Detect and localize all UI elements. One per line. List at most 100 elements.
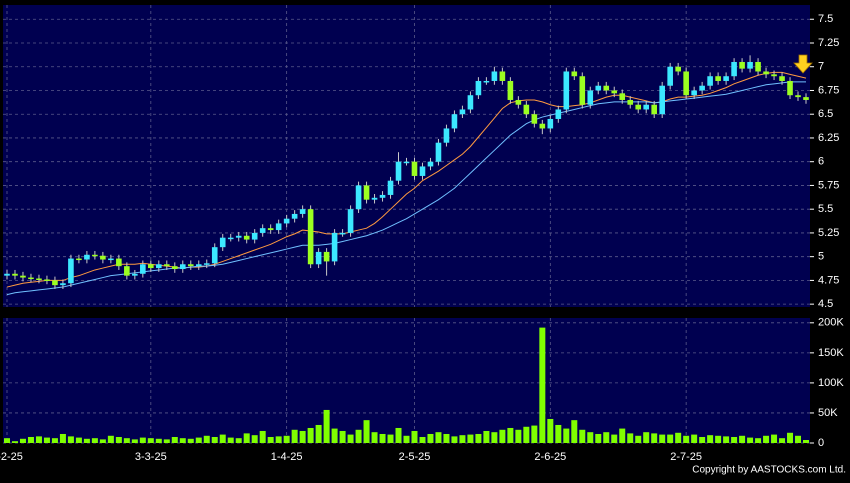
candle-body — [723, 76, 729, 81]
candle-body — [235, 235, 242, 238]
candle-body — [707, 76, 713, 86]
volume-bar — [547, 418, 554, 443]
y-tick-label: 100K — [818, 377, 844, 389]
y-tick-label: 6.75 — [818, 84, 839, 96]
volume-bar — [147, 438, 154, 443]
candle-body — [467, 95, 474, 110]
candle-body — [171, 266, 178, 270]
volume-bar — [507, 427, 514, 443]
x-tick-label: 3-3-25 — [135, 451, 167, 463]
y-tick-label: 5.5 — [818, 203, 833, 215]
volume-bar — [59, 433, 66, 443]
candle-body — [84, 254, 90, 260]
candle-body — [275, 223, 282, 231]
candle-body — [52, 280, 58, 286]
volume-bar — [747, 437, 754, 443]
y-tick-label: 5.25 — [818, 227, 839, 239]
candle-body — [547, 118, 554, 129]
candle-body — [243, 235, 250, 240]
candle-body — [731, 61, 737, 77]
volume-bar — [499, 429, 506, 443]
y-tick-label: 6.25 — [818, 132, 839, 144]
volume-bar — [395, 427, 402, 443]
volume-bar — [723, 436, 730, 443]
volume-bar — [379, 433, 386, 443]
candle-body — [163, 264, 170, 267]
volume-bar — [803, 439, 810, 443]
candle-body — [12, 273, 18, 276]
volume-bar — [403, 435, 410, 443]
candle-body — [515, 99, 522, 105]
volume-bar — [355, 429, 362, 443]
volume-bar — [659, 434, 666, 443]
volume-bar — [67, 436, 74, 443]
candle-body — [483, 80, 490, 83]
y-tick-label: 5 — [818, 251, 824, 263]
y-tick-label: 7.5 — [818, 13, 833, 25]
candle-body — [419, 166, 426, 176]
y-tick-label: 150K — [818, 347, 844, 359]
volume-bar — [131, 439, 138, 443]
candle-body — [299, 209, 306, 214]
candle-body — [635, 104, 642, 110]
volume-bar — [635, 435, 642, 443]
volume-bar — [291, 429, 298, 443]
candle-body — [603, 85, 610, 91]
candle-body — [531, 114, 538, 124]
candle-body — [108, 258, 114, 261]
candle-body — [755, 61, 761, 72]
volume-bar — [771, 434, 778, 443]
candle-body — [651, 104, 657, 115]
candle-body — [435, 142, 442, 162]
volume-bar — [787, 432, 794, 443]
volume-bar — [115, 436, 122, 443]
volume-bar — [323, 409, 330, 443]
candle-body — [315, 251, 322, 265]
volume-bar — [227, 437, 234, 443]
volume-bar — [283, 435, 290, 443]
candle-body — [611, 90, 618, 94]
candle-body — [203, 263, 210, 265]
volume-bar — [619, 428, 626, 443]
candle-body — [347, 209, 354, 233]
volume-bar — [419, 436, 426, 443]
volume-bar — [763, 435, 770, 443]
candle-body — [307, 209, 314, 265]
volume-bar — [99, 439, 106, 443]
volume-bar — [251, 435, 258, 443]
volume-bar — [515, 429, 522, 443]
candle-body — [499, 71, 506, 81]
moving-average — [6, 71, 807, 288]
candle-body — [60, 283, 66, 286]
volume-bar — [171, 436, 178, 443]
volume-bar — [211, 436, 218, 443]
volume-bar — [467, 434, 474, 443]
candle-body — [219, 237, 226, 248]
candle-body — [475, 80, 482, 96]
y-tick-label: 7.25 — [818, 37, 839, 49]
y-tick-label: 50K — [818, 407, 838, 419]
candle-body — [331, 232, 338, 262]
candle-body — [283, 218, 290, 224]
volume-bar — [299, 430, 306, 443]
volume-bar — [555, 424, 562, 443]
volume-bar — [691, 434, 698, 443]
volume-bar — [275, 436, 282, 443]
candle-body — [779, 76, 785, 81]
candle-body — [4, 273, 10, 276]
x-tick-label: 2-2-25 — [0, 451, 23, 463]
candle-body — [100, 255, 106, 260]
volume-bar — [571, 420, 578, 443]
candle-body — [355, 185, 362, 210]
candle-body — [387, 180, 394, 195]
volume-bar — [27, 436, 34, 443]
candle-body — [763, 71, 769, 75]
candle-body — [44, 279, 50, 281]
candle-body — [132, 273, 138, 276]
volume-bar — [259, 430, 266, 443]
candle-body — [140, 264, 146, 274]
volume-bar — [411, 430, 418, 443]
x-tick-label: 1-4-25 — [271, 451, 303, 463]
candle-body — [371, 197, 378, 200]
